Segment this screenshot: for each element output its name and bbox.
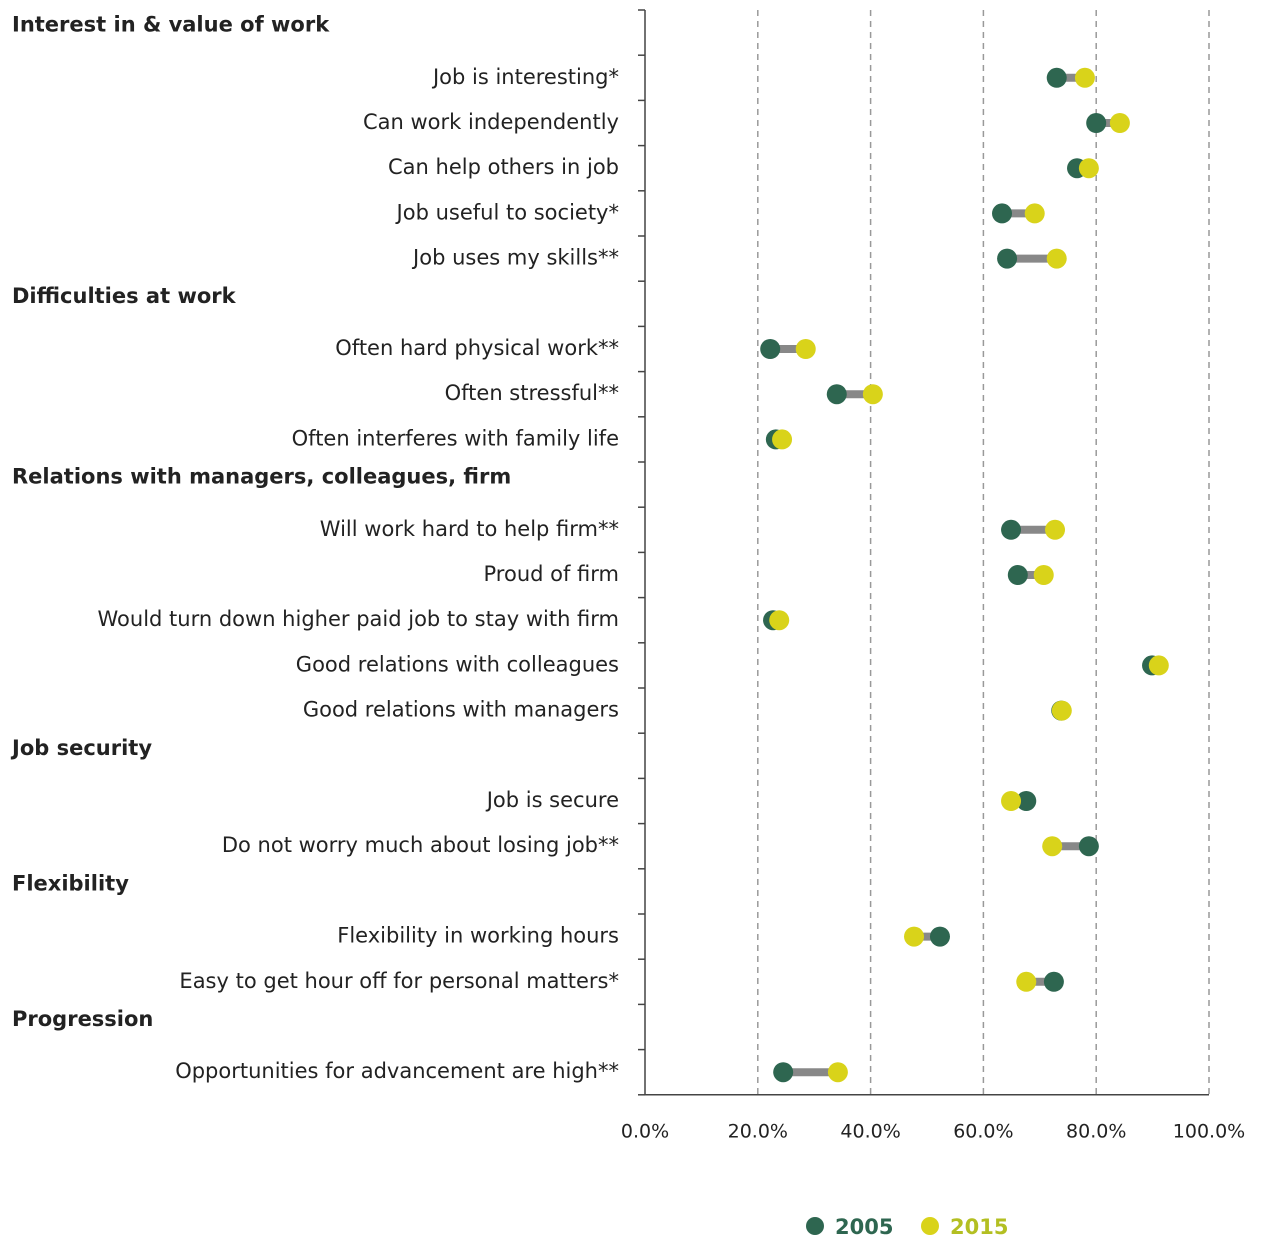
category-label: Can work independently: [363, 110, 619, 134]
dot: [997, 248, 1018, 269]
dot: [772, 429, 793, 450]
category-label: Often interferes with family life: [292, 426, 619, 450]
category-label: Often hard physical work**: [335, 336, 619, 360]
group-header: Relations with managers, colleagues, fir…: [12, 465, 511, 489]
dot: [1148, 655, 1169, 676]
dot: [1046, 248, 1067, 269]
x-tick-label: 20.0%: [728, 1120, 788, 1142]
dot: [760, 339, 781, 359]
dot: [1078, 158, 1099, 179]
category-label: Easy to get hour off for personal matter…: [179, 969, 619, 993]
x-tick-label: 100.0%: [1173, 1120, 1245, 1142]
category-label: Good relations with managers: [303, 698, 619, 722]
group-header: Progression: [12, 1007, 153, 1031]
legend-marker: [806, 1217, 824, 1235]
x-tick-label: 60.0%: [953, 1120, 1013, 1142]
category-label: Job is interesting*: [431, 65, 619, 89]
dot: [769, 610, 790, 631]
category-label: Proud of firm: [484, 562, 620, 586]
group-header: Job security: [10, 736, 152, 760]
category-label: Job is secure: [485, 788, 619, 812]
legend-marker: [921, 1217, 939, 1235]
dot: [1033, 565, 1054, 585]
category-label: Will work hard to help firm**: [320, 517, 619, 541]
dot: [826, 384, 847, 405]
legend-label: 2005: [835, 1215, 893, 1239]
dot: [827, 1062, 848, 1083]
dot: [795, 339, 816, 359]
dot: [1046, 67, 1067, 88]
x-tick-label: 0.0%: [621, 1120, 669, 1142]
category-label: Can help others in job: [388, 155, 619, 179]
category-label: Job uses my skills**: [411, 246, 619, 270]
dot: [1007, 565, 1028, 585]
category-label: Flexibility in working hours: [337, 924, 619, 948]
dot: [1016, 971, 1037, 992]
dot: [929, 926, 950, 947]
dot: [1109, 113, 1130, 133]
dot: [1051, 700, 1072, 721]
dot: [992, 203, 1013, 224]
dot: [1001, 519, 1022, 540]
x-tick-label: 80.0%: [1066, 1120, 1126, 1142]
legend-label: 2015: [950, 1215, 1008, 1239]
group-header: Interest in & value of work: [12, 13, 330, 37]
category-label: Often stressful**: [445, 381, 619, 405]
dot: [773, 1062, 794, 1083]
category-label: Opportunities for advancement are high**: [175, 1059, 619, 1083]
dot: [1074, 67, 1095, 88]
dot: [1042, 836, 1063, 857]
dot: [1001, 791, 1022, 811]
dot: [1024, 203, 1045, 224]
category-label: Do not worry much about losing job**: [222, 833, 619, 857]
dot: [1078, 836, 1099, 857]
category-label: Good relations with colleagues: [296, 652, 619, 676]
dot: [1045, 519, 1066, 540]
dot: [1016, 791, 1037, 811]
category-label: Would turn down higher paid job to stay …: [98, 607, 619, 631]
category-label: Job useful to society*: [395, 200, 619, 224]
group-header: Difficulties at work: [12, 284, 237, 308]
dot: [904, 926, 925, 947]
dot: [1086, 113, 1107, 133]
group-header: Flexibility: [12, 871, 129, 895]
x-tick-label: 40.0%: [840, 1120, 900, 1142]
dot: [1043, 971, 1064, 992]
dot: [862, 384, 883, 405]
